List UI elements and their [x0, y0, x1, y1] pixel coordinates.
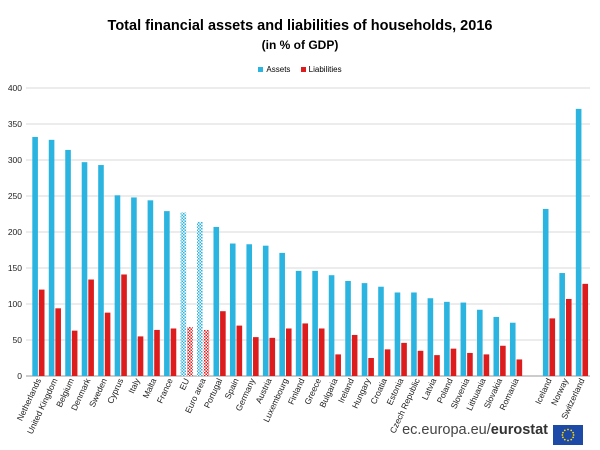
bar-assets: [411, 292, 417, 376]
bar-assets: [575, 108, 582, 376]
bar-assets: [427, 298, 434, 376]
y-tick-label: 350: [8, 119, 22, 129]
bar-liabilities: [401, 342, 407, 376]
bar-assets: [542, 208, 549, 376]
bar-liabilities: [88, 279, 94, 376]
bar-liabilities: [516, 359, 523, 376]
bar-liabilities: [302, 323, 309, 376]
bar-liabilities: [236, 325, 243, 376]
bar-assets: [279, 252, 285, 376]
bar-liabilities: [121, 274, 127, 376]
bar-liabilities: [351, 334, 358, 376]
bar-assets: [98, 165, 104, 376]
legend-entry-liabilities: Liabilities: [300, 65, 342, 74]
bar-assets: [164, 211, 170, 376]
bar-assets: [213, 226, 220, 376]
bar-liabilities: [467, 352, 473, 376]
bar-liabilities: [335, 354, 341, 376]
bar-liabilities: [483, 354, 490, 376]
bar-assets: [444, 301, 450, 376]
bar-liabilities: [55, 308, 61, 376]
bar-assets: [114, 195, 121, 376]
legend-label-liabilities: Liabilities: [308, 65, 342, 74]
bar-liabilities: [318, 328, 325, 376]
bar-assets: [295, 270, 302, 376]
bar-liabilities: [269, 337, 276, 376]
footer-source: ec.europa.eu/eurostat: [402, 422, 548, 438]
bar-liabilities: [417, 350, 424, 376]
y-tick-label: 400: [8, 83, 22, 93]
bar-assets: [559, 273, 565, 376]
bar-liabilities: [187, 327, 193, 376]
bar-liabilities: [384, 349, 391, 376]
bar-assets: [229, 243, 236, 376]
bar-liabilities: [549, 318, 556, 376]
bar-assets: [32, 136, 38, 376]
y-tick-label: 200: [8, 227, 22, 237]
bar-assets: [477, 309, 483, 376]
bar-assets: [345, 280, 351, 376]
bar-assets: [378, 286, 384, 376]
bar-liabilities: [104, 312, 111, 376]
bar-assets: [197, 221, 203, 376]
bar-liabilities: [220, 311, 226, 376]
bar-liabilities: [170, 328, 177, 376]
y-tick-label: 0: [17, 371, 22, 381]
y-tick-label: 100: [8, 299, 22, 309]
bar-assets: [48, 139, 55, 376]
bar-liabilities: [450, 348, 457, 376]
legend-swatch-liabilities: [300, 67, 306, 73]
bar-assets: [262, 245, 269, 376]
bar-assets: [65, 149, 71, 376]
footer-brand: eurostat: [490, 422, 548, 438]
bar-liabilities: [253, 337, 259, 376]
bar-liabilities: [368, 358, 374, 376]
bar-assets: [493, 316, 500, 376]
bar-liabilities: [582, 283, 589, 376]
chart-title: Total financial assets and liabilities o…: [107, 18, 493, 34]
legend-label-assets: Assets: [266, 65, 291, 74]
bar-liabilities: [154, 329, 160, 376]
bar-assets: [460, 302, 467, 376]
bar-liabilities: [434, 355, 440, 376]
bar-assets: [509, 322, 516, 376]
bar-liabilities: [137, 336, 144, 376]
bar-liabilities: [565, 298, 572, 376]
bar-assets: [312, 270, 318, 376]
bar-assets: [394, 292, 401, 376]
bar-assets: [81, 162, 88, 376]
eu-flag-logo: [553, 425, 583, 445]
x-tick-label: EU: [177, 377, 191, 392]
bar-liabilities: [71, 330, 78, 376]
bar-liabilities: [500, 345, 506, 376]
bar-assets: [328, 275, 335, 376]
bar-assets: [180, 212, 187, 376]
bar-liabilities: [203, 329, 210, 376]
bar-assets: [131, 197, 137, 376]
bar-liabilities: [38, 289, 45, 376]
bar-assets: [246, 244, 253, 376]
bar-assets: [147, 200, 154, 376]
y-tick-label: 300: [8, 155, 22, 165]
footer-site: ec.europa.eu/: [402, 422, 491, 438]
y-tick-label: 50: [13, 335, 23, 345]
y-tick-label: 150: [8, 263, 22, 273]
x-tick-label: Italy: [126, 376, 142, 395]
chart-subtitle: (in % of GDP): [261, 38, 339, 52]
legend-swatch-assets: [258, 67, 264, 73]
bar-liabilities: [285, 328, 292, 376]
y-tick-label: 250: [8, 191, 22, 201]
bar-assets: [361, 283, 368, 376]
legend: Assets Liabilities: [0, 65, 600, 74]
legend-entry-assets: Assets: [258, 65, 290, 74]
